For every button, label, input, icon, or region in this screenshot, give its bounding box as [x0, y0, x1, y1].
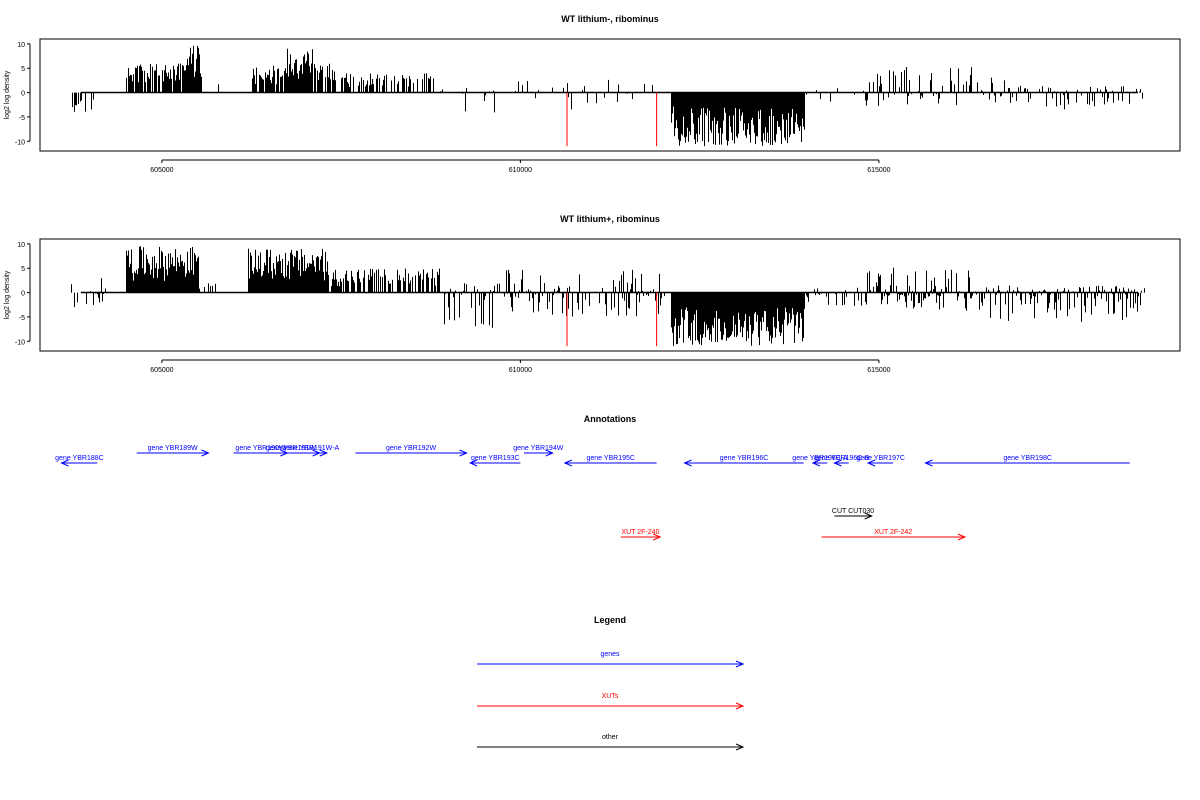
arrow-head	[864, 512, 873, 520]
annotation-label: gene YBR195C	[586, 455, 635, 462]
annotation-gene: gene YBR196C-B	[814, 455, 870, 467]
legend-gene: genes	[477, 651, 745, 668]
y-axis-label: log2 log density	[4, 270, 11, 319]
annotation-label: gene YBR190W	[235, 445, 285, 452]
legend-xut: XUTs	[477, 693, 745, 710]
arrow-head	[866, 459, 876, 467]
plot-frame	[39, 238, 1181, 352]
arrow-head	[468, 459, 478, 467]
arrow-head	[201, 449, 210, 457]
x-tick-label: 615000	[867, 167, 890, 174]
legend-title: Legend	[594, 615, 626, 625]
annotation-label: gene YBR196C	[720, 455, 769, 462]
signal-bars	[72, 45, 1143, 147]
arrow-head	[735, 702, 745, 710]
annotation-label: gene YBR194W	[513, 445, 563, 452]
annotation-xut: XUT 2F-242	[821, 529, 967, 541]
arrow-head	[833, 459, 842, 467]
annotation-gene: gene YBR192W	[355, 445, 468, 457]
y-axis: 10 5 0 -5 -10	[15, 242, 31, 346]
y-tick-label: -10	[15, 139, 25, 146]
y-axis-label: log2 log density	[4, 70, 11, 119]
annotation-label: gene YBR188C	[55, 455, 104, 462]
annotation-label: gene YBR193C	[471, 455, 520, 462]
legend-label: XUTs	[602, 693, 619, 700]
annotation-gene: gene YBR197C	[856, 455, 905, 467]
x-tick-label: 605000	[150, 367, 173, 374]
arrow-head	[735, 660, 745, 668]
annotation-label: gene YBR198C	[1003, 455, 1052, 462]
y-tick-label: -5	[19, 315, 25, 322]
y-tick-label: -5	[19, 115, 25, 122]
y-tick-label: 0	[21, 91, 25, 98]
annotation-label: gene YBR191W	[266, 445, 316, 452]
annotation-label: CUT CUT030	[832, 508, 874, 515]
legend-section: Legend genes XUTs other	[477, 615, 745, 751]
x-axis: 605000 610000 615000	[150, 359, 891, 374]
arrow-head	[319, 449, 329, 457]
annotations-title: Annotations	[584, 414, 637, 424]
annotation-label: XUT 2F-242	[874, 529, 912, 536]
annotation-gene: gene YBR196C-A	[792, 455, 848, 467]
arrow-head	[60, 459, 69, 467]
arrow-head	[957, 533, 967, 541]
y-axis: 10 5 0 -5 -10	[15, 42, 31, 146]
arrow-head	[683, 459, 692, 467]
annotation-label: gene YBR197C	[856, 455, 905, 462]
x-tick-label: 610000	[509, 167, 532, 174]
arrow-head	[545, 449, 554, 457]
annotation-gene: gene YBR195C	[563, 455, 657, 467]
panel-title: WT lithium-, ribominus	[561, 14, 659, 24]
arrow-head	[924, 459, 933, 467]
annotation-gene: gene YBR191W-A	[282, 445, 339, 457]
y-tick-label: 5	[21, 66, 25, 73]
annotation-gene: gene YBR188C	[55, 455, 104, 467]
annotation-gene: gene YBR196C	[683, 455, 804, 467]
y-tick-label: 0	[21, 291, 25, 298]
x-axis: 605000 610000 615000	[150, 159, 891, 174]
legend-label: genes	[600, 651, 620, 658]
marker-lines	[566, 92, 658, 147]
annotation-gene: gene YBR189W	[136, 445, 210, 457]
annotations-section: Annotations gene YBR188C gene YBR189W gene…	[55, 414, 1130, 541]
signal-bars	[71, 246, 1145, 346]
annotation-label: gene YBR192W	[386, 445, 436, 452]
arrow-head	[563, 459, 573, 467]
annotation-label: XUT 2F-240	[621, 529, 659, 536]
arrow-head	[735, 743, 745, 751]
x-tick-label: 610000	[509, 367, 532, 374]
arrow-head	[459, 449, 468, 457]
annotation-other: CUT CUT030	[832, 508, 874, 520]
panel-title: WT lithium+, ribominus	[560, 214, 660, 224]
annotation-label: gene YBR189W	[148, 445, 198, 452]
plot-frame	[39, 38, 1181, 152]
arrow-head	[811, 459, 821, 467]
y-tick-label: 10	[17, 42, 25, 49]
y-tick-label: 5	[21, 266, 25, 273]
legend-label: other	[602, 734, 619, 741]
annotation-label: gene YBR191W-A	[282, 445, 339, 452]
marker-lines	[566, 292, 658, 347]
annotation-gene: gene YBR194W	[513, 445, 564, 457]
arrow-head	[652, 533, 662, 541]
annotation-gene: gene YBR198C	[924, 455, 1130, 467]
y-tick-label: -10	[15, 339, 25, 346]
x-tick-label: 605000	[150, 167, 173, 174]
y-tick-label: 10	[17, 242, 25, 249]
annotation-label: gene YBR196C-A	[792, 455, 848, 462]
annotation-xut: XUT 2F-240	[620, 529, 662, 541]
legend-entries: genes XUTs other	[477, 651, 745, 751]
x-tick-label: 615000	[867, 367, 890, 374]
legend-other: other	[477, 734, 745, 751]
annotation-gene: gene YBR193C	[468, 455, 521, 467]
annotation-label: gene YBR196C-B	[814, 455, 870, 462]
